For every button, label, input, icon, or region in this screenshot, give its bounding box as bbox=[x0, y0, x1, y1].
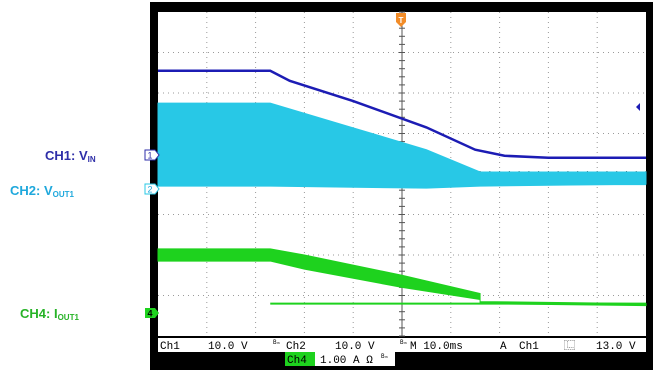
ch2-name: Ch2 bbox=[286, 341, 306, 353]
ch4-marker: 4 bbox=[145, 308, 159, 319]
svg-text:Bₘ: Bₘ bbox=[381, 353, 388, 360]
ch4-trace-band bbox=[157, 248, 647, 307]
ch2-marker: 2 bbox=[144, 183, 160, 195]
trigger-marker: T bbox=[396, 13, 406, 27]
ch4-label: CH4: IOUT1 bbox=[20, 306, 79, 322]
svg-text:Bₘ: Bₘ bbox=[273, 339, 280, 346]
svg-text:2: 2 bbox=[147, 185, 152, 195]
svg-text:Bₘ: Bₘ bbox=[400, 339, 407, 346]
ch2-label: CH2: VOUT1 bbox=[10, 183, 74, 199]
trigger-level-marker bbox=[636, 103, 640, 111]
traces bbox=[157, 69, 647, 307]
timebase: M 10.0ms bbox=[410, 341, 463, 353]
ch1-marker: 1 bbox=[144, 149, 160, 161]
ch1-label: CH1: VIN bbox=[45, 148, 96, 164]
svg-text:T: T bbox=[399, 16, 404, 25]
trigger-slope: ⿺ bbox=[564, 339, 575, 353]
acq-mode: A bbox=[500, 341, 507, 353]
trigger-source: Ch1 bbox=[519, 341, 539, 353]
ch1-name: Ch1 bbox=[160, 341, 180, 353]
status-bar: Ch1 10.0 V Bₘ Ch2 10.0 V Bₘ M 10.0ms A C… bbox=[158, 338, 646, 367]
ch4-scale: 1.00 A Ω bbox=[320, 355, 373, 367]
svg-text:1: 1 bbox=[147, 151, 152, 161]
svg-text:4: 4 bbox=[147, 309, 152, 319]
ch4-name: Ch4 bbox=[287, 355, 307, 367]
ch1-trace bbox=[158, 69, 646, 160]
ch2-scale: 10.0 V bbox=[335, 341, 375, 353]
ch1-scale: 10.0 V bbox=[208, 341, 248, 353]
trigger-level: 13.0 V bbox=[596, 341, 636, 353]
